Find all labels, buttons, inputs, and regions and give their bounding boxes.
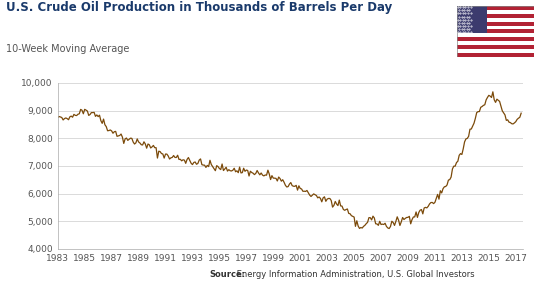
Bar [456, 49, 534, 53]
Text: Energy Information Administration, U.S. Global Investors: Energy Information Administration, U.S. … [234, 270, 474, 279]
Bar [456, 6, 534, 10]
Bar [456, 41, 534, 45]
Bar [456, 18, 534, 21]
Bar [456, 53, 534, 57]
Bar [456, 37, 534, 41]
Text: U.S. Crude Oil Production in Thousands of Barrels Per Day: U.S. Crude Oil Production in Thousands o… [6, 1, 392, 14]
Bar [456, 33, 534, 37]
Bar [456, 6, 487, 33]
Bar [456, 21, 534, 25]
Bar [456, 14, 534, 18]
Text: 10-Week Moving Average: 10-Week Moving Average [6, 44, 129, 54]
Bar [456, 25, 534, 29]
Bar [456, 45, 534, 49]
Bar [456, 10, 534, 14]
Bar [456, 29, 534, 33]
Text: Source:: Source: [209, 270, 245, 279]
